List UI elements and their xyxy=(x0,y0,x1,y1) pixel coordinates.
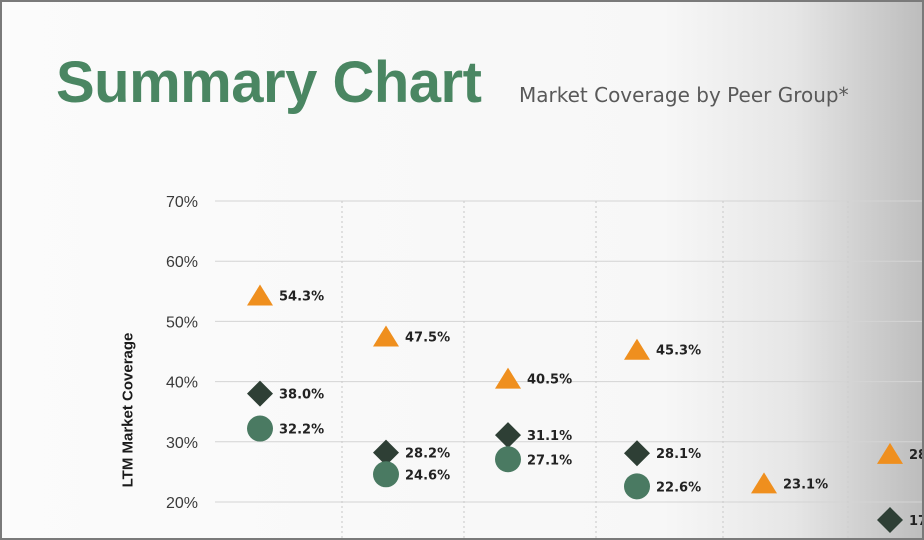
diamond-marker xyxy=(247,380,273,407)
circle-marker xyxy=(373,461,399,488)
diamond-marker xyxy=(624,440,650,467)
triangle-marker xyxy=(624,338,650,360)
data-label: 47.5% xyxy=(405,330,450,345)
circle-marker xyxy=(495,446,521,473)
data-label: 17 xyxy=(909,514,922,529)
data-label: 28.1% xyxy=(656,447,701,462)
triangle-marker xyxy=(877,442,903,464)
y-tick-label: 50% xyxy=(166,314,198,331)
data-label: 31.1% xyxy=(527,429,572,444)
data-label: 27.1% xyxy=(527,453,572,468)
circle-marker xyxy=(247,415,273,442)
y-tick-label: 30% xyxy=(166,435,198,452)
chart-subtitle: Market Coverage by Peer Group* xyxy=(519,83,849,107)
data-label: 28.2% xyxy=(405,447,450,462)
diamond-marker xyxy=(877,507,903,534)
chart-title: Summary Chart xyxy=(56,50,482,115)
y-tick-label: 70% xyxy=(166,194,198,211)
circle-marker xyxy=(624,473,650,500)
y-tick-label: 60% xyxy=(166,254,198,271)
data-label: 38.0% xyxy=(279,388,324,403)
diamond-marker xyxy=(495,422,521,449)
diamond-marker xyxy=(373,439,399,466)
triangle-marker xyxy=(373,325,399,347)
triangle-marker xyxy=(247,284,273,306)
data-label: 22.6% xyxy=(656,480,701,495)
data-label: 54.3% xyxy=(279,290,324,305)
triangle-marker xyxy=(495,367,521,389)
data-label: 40.5% xyxy=(527,373,572,388)
data-label: 45.3% xyxy=(656,344,701,359)
y-tick-label: 20% xyxy=(166,495,198,512)
data-label: 23.1% xyxy=(783,477,828,492)
data-label: 28 xyxy=(909,448,922,463)
y-tick-label: 40% xyxy=(166,375,198,392)
data-label: 32.2% xyxy=(279,423,324,438)
triangle-marker xyxy=(751,472,777,494)
data-label: 24.6% xyxy=(405,468,450,483)
